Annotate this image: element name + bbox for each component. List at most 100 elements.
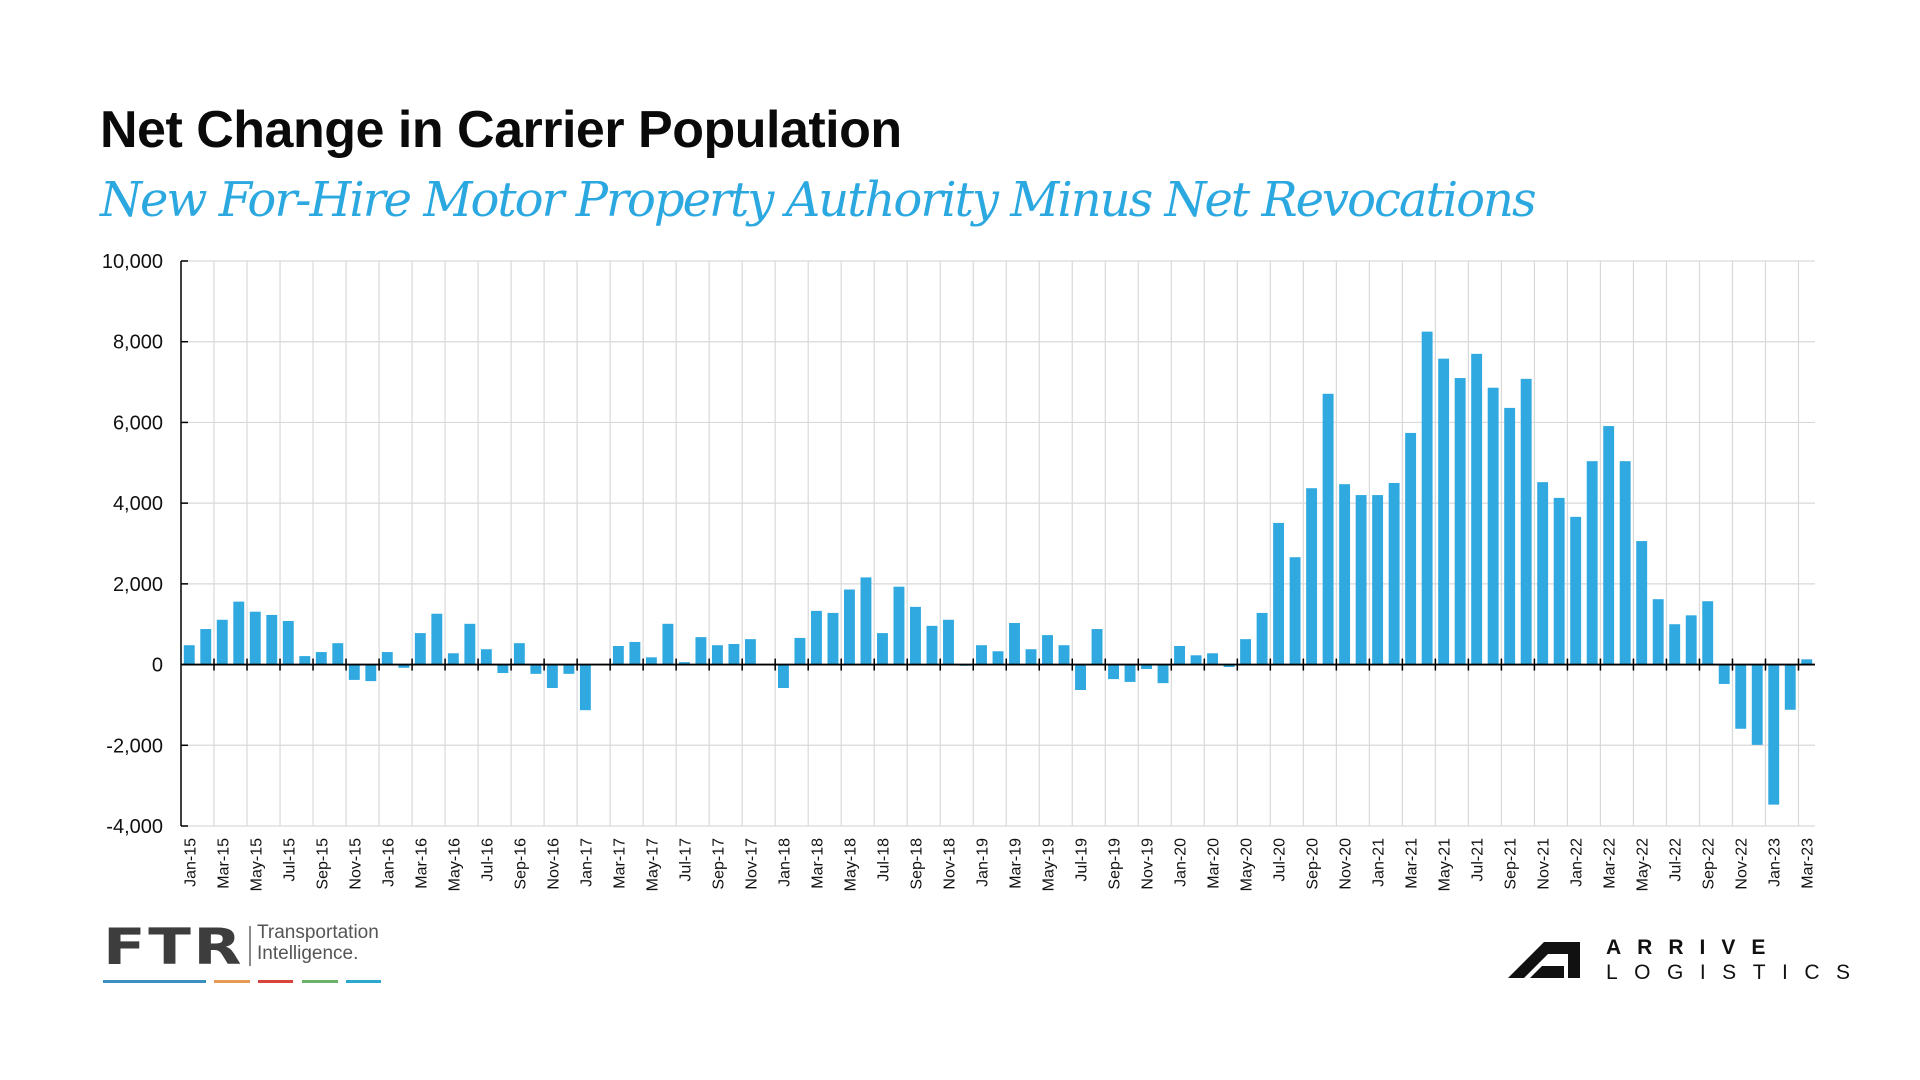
bar [860, 577, 872, 665]
x-tick-labels: Jan-15 Mar-15 May-15 Jul-15 Sep-15 Nov-15 Jan-… [182, 838, 1816, 891]
x-tick-label: Sep-20 [1305, 838, 1322, 890]
x-tick-label: Jan-15 [182, 838, 199, 887]
bar [711, 645, 723, 665]
bar [200, 629, 212, 665]
y-tick-labels: -4,000 -2,000 0 2,000 4,000 6,000 8,000 10,000 [102, 251, 163, 838]
bar [1355, 495, 1367, 665]
bar [497, 664, 509, 674]
bar [447, 653, 459, 665]
bar [662, 623, 674, 665]
bar [844, 589, 855, 665]
gridlines [181, 260, 1815, 827]
x-tick-label: Sep-17 [710, 838, 727, 890]
bars [183, 331, 1813, 805]
ftr-tagline: Transportation Intelligence. [257, 922, 379, 964]
bar [233, 601, 245, 665]
y-tick-label: 2,000 [113, 574, 163, 596]
ftr-stripe [258, 980, 293, 983]
bar [1207, 653, 1219, 665]
bar [877, 633, 888, 665]
bar [1405, 432, 1417, 665]
bar [992, 651, 1004, 665]
x-tick-label: Nov-16 [545, 838, 562, 890]
bar [744, 639, 756, 665]
x-tick-label: May-16 [446, 838, 463, 891]
x-tick-label: Mar-21 [1404, 838, 1421, 889]
x-tick-label: Mar-16 [413, 838, 430, 889]
bar [480, 649, 492, 665]
bar [810, 610, 822, 665]
bar [414, 633, 426, 665]
arrive-wordmark-top: ARRIVE [1606, 936, 1782, 959]
bar [1091, 629, 1103, 665]
ftr-tagline-line2: Intelligence. [257, 943, 359, 964]
x-tick-label: May-17 [644, 838, 661, 891]
bar [777, 664, 789, 688]
bar [431, 613, 443, 665]
bar [1504, 407, 1516, 665]
bar [1471, 353, 1483, 665]
bar [1454, 378, 1466, 665]
bar [976, 645, 987, 665]
x-tick-label: Mar-15 [215, 838, 232, 889]
arrive-a-icon [1508, 942, 1580, 978]
bar [332, 643, 344, 665]
bar [1322, 393, 1334, 665]
bar [1273, 522, 1285, 665]
bar [1256, 612, 1268, 665]
x-tick-label: Jul-22 [1668, 838, 1685, 882]
y-tick-label: -2,000 [106, 735, 163, 757]
ftr-divider [249, 926, 251, 966]
bar [1636, 541, 1648, 665]
bar [513, 643, 525, 665]
bar [1240, 639, 1252, 665]
x-tick-label: Mar-22 [1602, 838, 1619, 889]
x-tick-label: Jul-15 [281, 838, 298, 882]
bar [1520, 378, 1532, 665]
bar [1009, 623, 1020, 665]
x-tick-label: Jan-17 [578, 838, 595, 887]
bar [1075, 664, 1086, 690]
arrive-wordmark-bottom: LOGISTICS [1606, 961, 1867, 984]
x-tick-label: May-18 [842, 838, 859, 891]
bar [926, 625, 938, 665]
bar [1157, 664, 1169, 684]
x-tick-label: Mar-17 [611, 838, 628, 889]
bar [365, 664, 377, 682]
bar [579, 664, 591, 711]
bar [1768, 664, 1780, 805]
x-tick-label: Sep-18 [908, 838, 925, 890]
bar [1735, 664, 1747, 729]
bar [1669, 624, 1681, 665]
x-tick-label: Jan-20 [1173, 838, 1190, 887]
bar [282, 620, 294, 665]
x-tick-label: Jul-20 [1272, 838, 1289, 882]
ftr-tagline-line1: Transportation [257, 922, 379, 943]
x-tick-label: Sep-19 [1107, 838, 1124, 890]
bar [249, 611, 261, 665]
bar [1801, 659, 1813, 665]
x-tick-label: May-21 [1437, 838, 1454, 891]
bar [1718, 664, 1730, 684]
bar [348, 664, 360, 680]
bar [678, 662, 690, 665]
bar [546, 664, 558, 688]
x-tick-label: May-15 [248, 838, 265, 891]
bar [1421, 331, 1433, 665]
x-tick-label: Mar-23 [1800, 838, 1817, 889]
bar [1042, 635, 1053, 665]
ftr-stripe [346, 980, 381, 983]
x-tick-label: May-22 [1635, 838, 1652, 891]
bar [1537, 482, 1549, 665]
x-tick-label: Jan-16 [380, 838, 397, 887]
bar [1174, 646, 1186, 665]
x-tick-label: Sep-22 [1701, 838, 1718, 890]
bar [1289, 557, 1301, 665]
bar [1190, 655, 1202, 665]
bar [728, 643, 740, 665]
bar [1306, 488, 1318, 665]
axes [180, 260, 1815, 827]
bar [1652, 599, 1664, 665]
y-tick-label: -4,000 [106, 816, 163, 838]
x-tick-label: Jan-21 [1371, 838, 1388, 887]
